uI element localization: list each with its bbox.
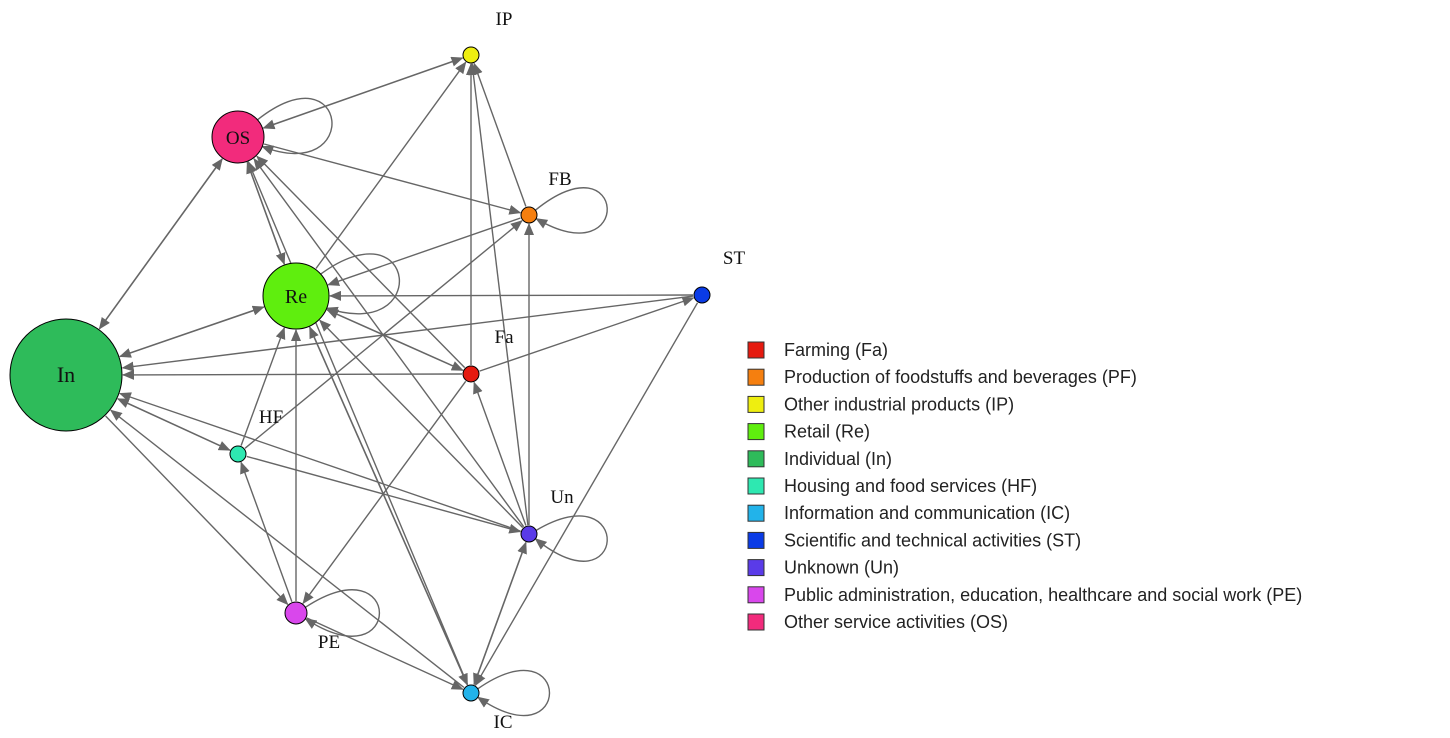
edge-pe-ic xyxy=(306,617,464,690)
edges xyxy=(98,56,699,690)
node-re xyxy=(262,262,330,330)
node-label-re: Re xyxy=(285,286,307,308)
edge-st-re xyxy=(329,290,694,301)
node-label-pe: PE xyxy=(318,632,340,653)
node-label-un: Un xyxy=(550,487,574,508)
legend-label: Unknown (Un) xyxy=(784,558,899,578)
edge-st-in xyxy=(121,295,694,372)
legend-swatch xyxy=(747,586,765,604)
edge-os-fb xyxy=(263,143,522,215)
legend-swatch xyxy=(747,559,765,577)
edge-os-re xyxy=(246,161,286,266)
edge-fa-pe xyxy=(302,380,467,605)
edge-re-ic xyxy=(308,326,469,686)
nodes xyxy=(9,46,711,702)
edge-hf-un xyxy=(246,455,522,534)
self-loop-ic xyxy=(476,669,551,717)
node-os xyxy=(211,110,265,164)
edge-in-re xyxy=(118,305,265,358)
edge-fa-st xyxy=(479,296,695,372)
node-label-os: OS xyxy=(226,128,250,149)
node-label-fb: FB xyxy=(548,169,571,190)
legend-label: Information and communication (IC) xyxy=(784,503,1070,523)
node-pe xyxy=(284,601,308,625)
edge-in-os xyxy=(98,158,223,330)
node-fb xyxy=(520,206,538,224)
node-label-in: In xyxy=(57,362,75,387)
legend: Farming (Fa) Production of foodstuffs and… xyxy=(747,340,1302,632)
edge-pe-hf xyxy=(240,461,293,602)
edge-re-ip xyxy=(315,61,467,269)
self-loops xyxy=(257,97,608,717)
legend-swatch xyxy=(747,450,765,468)
legend-swatch xyxy=(747,504,765,522)
self-loop-un xyxy=(534,515,608,562)
edge-fa-os xyxy=(256,155,466,369)
node-labels: In Re OS IP FB ST Fa HF Un PE IC xyxy=(57,9,746,733)
edge-st-ic xyxy=(474,302,699,687)
edge-un-in xyxy=(118,392,521,532)
legend-label: Scientific and technical activities (ST) xyxy=(784,530,1081,550)
legend-label: Production of foodstuffs and beverages (… xyxy=(784,367,1137,387)
legend-label: Retail (Re) xyxy=(784,422,870,442)
edge-in-hf xyxy=(116,398,231,451)
legend-swatch xyxy=(747,395,765,413)
legend-swatch xyxy=(747,531,765,549)
legend-label: Public administration, education, health… xyxy=(784,585,1302,605)
edge-un-os xyxy=(253,157,525,528)
edge-ic-un xyxy=(473,541,527,686)
legend-label: Individual (In) xyxy=(784,449,892,469)
edge-in-pe xyxy=(105,415,289,606)
node-label-ip: IP xyxy=(496,9,513,30)
node-in xyxy=(9,318,123,432)
legend-swatch xyxy=(747,477,765,495)
node-un xyxy=(520,525,538,543)
edge-hf-re xyxy=(240,326,286,446)
node-hf xyxy=(229,445,247,463)
edge-un-fa xyxy=(473,381,527,526)
legend-swatch xyxy=(747,613,765,631)
legend-swatch xyxy=(747,341,765,359)
node-ip xyxy=(462,46,480,64)
node-label-fa: Fa xyxy=(495,327,515,348)
node-label-ic: IC xyxy=(494,712,513,733)
legend-label: Other service activities (OS) xyxy=(784,612,1008,632)
self-loop-fb xyxy=(534,187,608,234)
node-st xyxy=(693,286,711,304)
edge-un-ip xyxy=(468,62,529,526)
node-label-hf: HF xyxy=(259,407,283,428)
edge-fb-re xyxy=(327,217,521,286)
node-fa xyxy=(462,365,480,383)
legend-swatch xyxy=(747,423,765,441)
legend-label: Housing and food services (HF) xyxy=(784,476,1037,496)
edge-fb-ip xyxy=(473,62,527,207)
edge-os-ip xyxy=(262,56,464,130)
node-label-st: ST xyxy=(723,248,746,269)
legend-label: Farming (Fa) xyxy=(784,340,888,360)
node-ic xyxy=(462,684,480,702)
legend-label: Other industrial products (IP) xyxy=(784,394,1014,414)
legend-swatch xyxy=(747,368,765,386)
edge-hf-fb xyxy=(244,220,523,449)
